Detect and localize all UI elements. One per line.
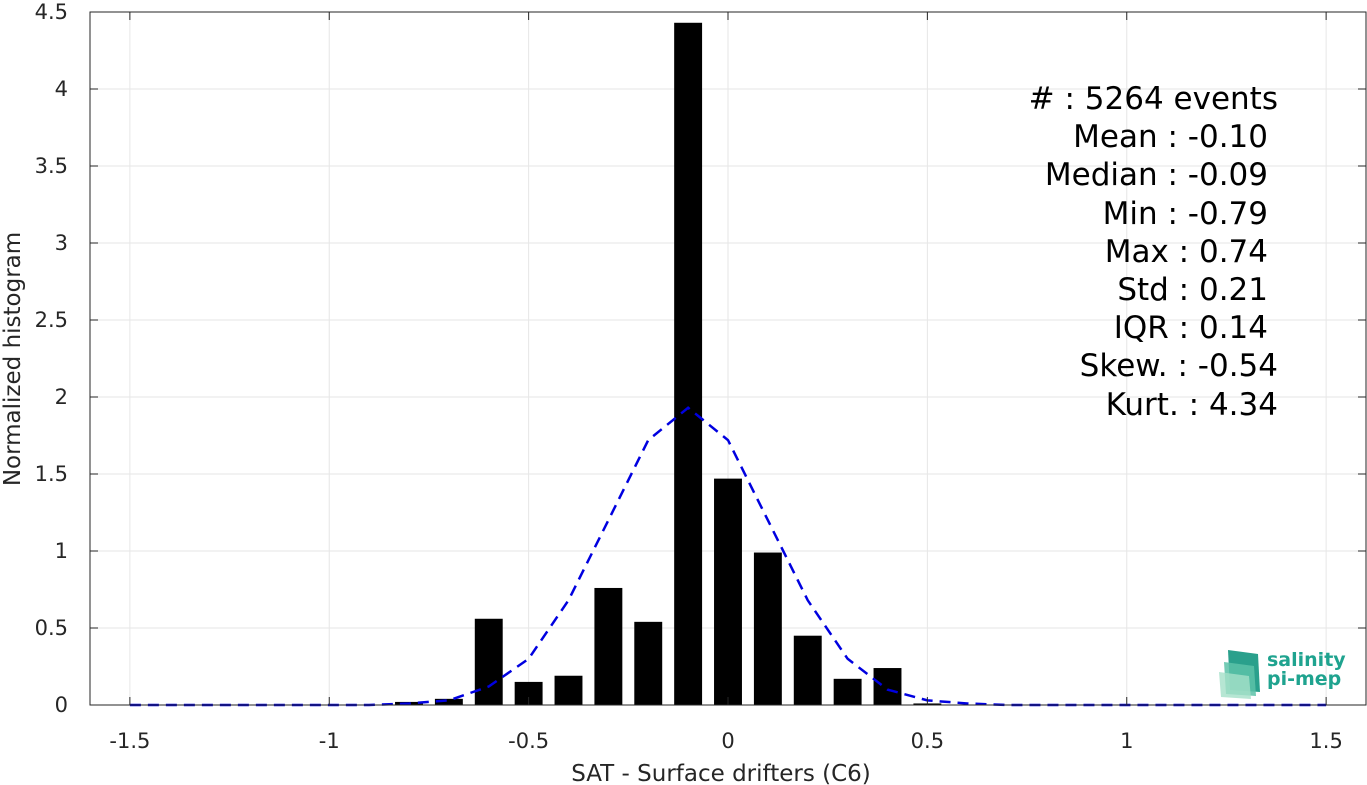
stat-kurt: Kurt. : 4.34 [1106,387,1278,423]
stat-min: Min : -0.79 [1103,196,1268,232]
y-tick-label: 4.5 [35,0,68,24]
histogram-bar [873,668,902,705]
y-tick-label: 2.5 [35,308,68,332]
axes [89,11,1367,706]
stat-mean: Mean : -0.10 [1073,119,1268,155]
y-tick-label: 3 [55,231,68,255]
x-axis-label: SAT - Surface drifters (C6) [571,761,871,785]
stat-iqr: IQR : 0.14 [1114,310,1268,346]
histogram-bar [833,678,862,705]
x-tick-label: 1 [1120,729,1133,753]
histogram-bar [594,587,623,705]
x-tick-label: -1 [319,729,340,753]
y-tick-label: 0.5 [35,616,68,640]
stat-events: # : 5264 events [1029,81,1278,117]
x-tick-labels: -1.5 -1 -0.5 0 0.5 1 1.5 [109,729,1342,753]
histogram-bars [395,22,942,705]
histogram-bar [674,22,703,705]
histogram-bar [554,675,583,705]
y-tick-label: 1 [55,539,68,563]
salinity-pimep-logo: salinity pi-mep [1219,649,1346,699]
y-tick-label: 2 [55,385,68,409]
histogram-bar [514,681,543,705]
histogram-bar [753,552,782,705]
y-axis-label: Normalized histogram [0,232,26,486]
y-tick-label: 4 [55,77,68,101]
stat-std: Std : 0.21 [1117,272,1268,308]
y-tick-label: 3.5 [35,154,68,178]
histogram-bar [714,478,742,705]
stat-median: Median : -0.09 [1045,157,1268,193]
y-tick-label: 1.5 [35,462,68,486]
logo-line1: salinity [1267,649,1346,671]
x-tick-label: 0 [721,729,734,753]
y-tick-label: 0 [55,693,68,717]
x-tick-label: 0.5 [911,729,944,753]
logo-line2: pi-mep [1267,668,1341,690]
y-tick-labels: 0 0.5 1 1.5 2 2.5 3 3.5 4 4.5 [35,0,68,717]
logo-mark-icon [1219,650,1260,699]
histogram-bar [434,698,463,705]
x-tick-label: 1.5 [1309,729,1342,753]
stat-max: Max : 0.74 [1105,234,1268,270]
x-tick-label: -1.5 [109,729,150,753]
histogram-bar [474,618,503,705]
stat-skew: Skew. : -0.54 [1080,348,1278,384]
histogram-bar [634,621,663,705]
stats-box: # : 5264 events Mean : -0.10 Median : -0… [1029,81,1278,423]
x-tick-label: -0.5 [508,729,549,753]
histogram-bar [793,635,822,705]
